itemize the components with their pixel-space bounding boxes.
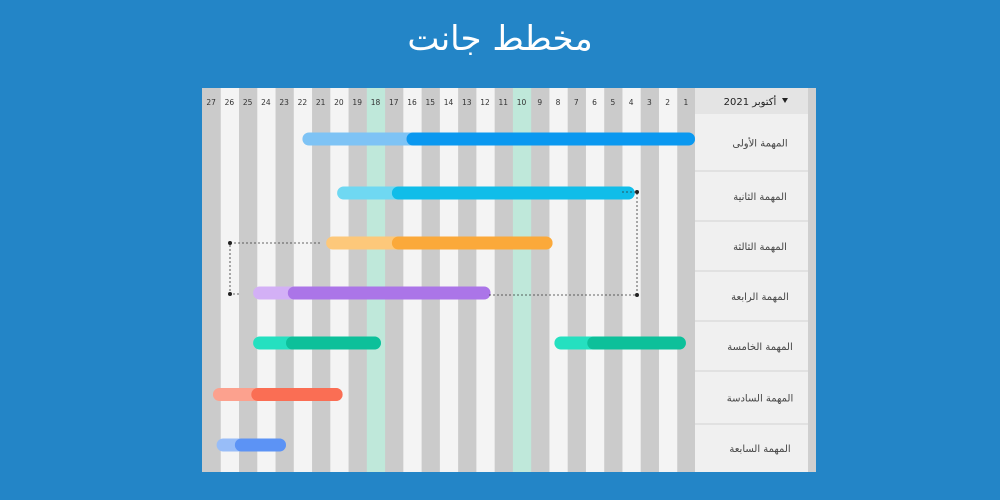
- day-label: 19: [352, 98, 362, 107]
- day-column: [640, 88, 659, 472]
- day-label: 12: [480, 98, 490, 107]
- day-column: [530, 88, 550, 472]
- day-label: 24: [261, 98, 271, 107]
- day-label: 7: [574, 98, 579, 107]
- day-column: [202, 88, 221, 472]
- dependency-node: [635, 190, 639, 194]
- day-label: 17: [389, 98, 399, 107]
- day-column: [585, 88, 605, 472]
- day-label: 4: [629, 98, 634, 107]
- day-column: [567, 88, 586, 472]
- day-label: 6: [592, 98, 597, 107]
- day-label: 10: [517, 98, 527, 107]
- task-panel: [695, 88, 808, 472]
- day-column: [311, 88, 331, 472]
- day-label: 13: [462, 98, 472, 107]
- task-bar-progress[interactable]: [234, 438, 286, 452]
- dependency-node: [228, 292, 232, 296]
- day-label: 18: [371, 98, 381, 107]
- day-column: [348, 88, 367, 472]
- day-label: 11: [499, 98, 509, 107]
- day-column: [421, 88, 440, 472]
- day-column: [439, 88, 459, 472]
- dependency-line: [487, 191, 638, 296]
- day-label: 9: [537, 98, 542, 107]
- day-column: [621, 88, 641, 472]
- task-bar-progress[interactable]: [285, 336, 381, 350]
- day-label: 23: [279, 98, 289, 107]
- task-bar-progress[interactable]: [391, 186, 635, 200]
- task-bar-progress[interactable]: [587, 336, 686, 350]
- day-column: [293, 88, 313, 472]
- day-column: [220, 88, 240, 472]
- day-label: 8: [556, 98, 561, 107]
- gantt-svg: 1234567891011121314151617181920212223242…: [202, 88, 816, 472]
- day-label: 3: [647, 98, 652, 107]
- day-column: [329, 88, 349, 472]
- day-label: 14: [444, 98, 454, 107]
- month-header[interactable]: [695, 88, 808, 114]
- dependency-node: [635, 293, 639, 297]
- day-column: [475, 88, 495, 472]
- day-label: 26: [225, 98, 235, 107]
- day-column: [256, 88, 276, 472]
- day-label: 25: [243, 98, 253, 107]
- day-column: [494, 88, 513, 472]
- day-column: [512, 88, 532, 472]
- task-bar-progress[interactable]: [406, 132, 695, 146]
- day-column: [603, 88, 623, 472]
- task-name[interactable]: المهمة الأولى: [732, 137, 787, 150]
- day-label: 5: [610, 98, 615, 107]
- page-title: مخطط جانت: [407, 19, 593, 59]
- task-bar-progress[interactable]: [251, 388, 343, 401]
- day-label: 20: [334, 98, 344, 107]
- day-column: [366, 88, 386, 472]
- day-column: [402, 88, 422, 472]
- day-column: [384, 88, 404, 472]
- task-name[interactable]: المهمة الخامسة: [727, 342, 793, 353]
- month-label[interactable]: أكتوبر 2021: [724, 95, 777, 108]
- day-label: 22: [298, 98, 308, 107]
- day-column: [457, 88, 477, 472]
- day-column: [548, 88, 568, 472]
- day-column: [238, 88, 258, 472]
- day-label: 21: [316, 98, 326, 107]
- task-name[interactable]: المهمة الرابعة: [731, 292, 789, 303]
- dependency-line: [229, 242, 320, 295]
- dependency-node: [228, 241, 232, 245]
- task-name[interactable]: المهمة السابعة: [729, 444, 790, 455]
- task-bar-progress[interactable]: [287, 286, 491, 300]
- task-panel-scroll-strip[interactable]: [808, 88, 816, 472]
- day-column: [676, 88, 696, 472]
- day-label: 2: [665, 98, 670, 107]
- day-label: 1: [683, 98, 688, 107]
- gantt-chart: 1 2 3 4 5 6 7 8 9 10 11 12 13 14 15 16 17 18 19 20 21 22 23 24 2…: [202, 88, 816, 472]
- task-name[interactable]: المهمة السادسة: [727, 394, 794, 405]
- task-name[interactable]: المهمة الثانية: [733, 192, 787, 203]
- day-column: [658, 88, 678, 472]
- day-label: 16: [407, 98, 417, 107]
- day-column: [275, 88, 294, 472]
- task-bar-progress[interactable]: [391, 236, 553, 250]
- day-label: 27: [206, 98, 216, 107]
- triangle-down-icon[interactable]: [782, 98, 788, 103]
- day-label: 15: [425, 98, 435, 107]
- task-name[interactable]: المهمة الثالثة: [733, 242, 787, 253]
